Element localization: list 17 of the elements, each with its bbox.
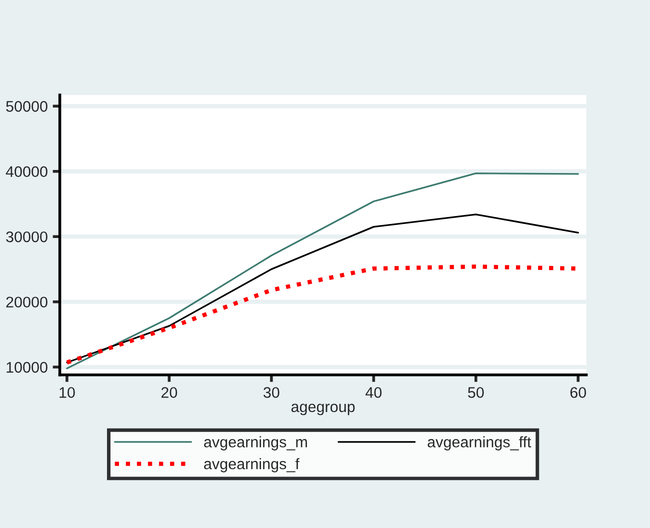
y-tick-label: 50000 [6, 100, 48, 112]
y-tick-label: 10000 [6, 362, 48, 373]
legend-label: avgearnings_m [204, 436, 307, 450]
line-series [66, 172, 579, 370]
x-axis-title: agegroup [291, 404, 355, 416]
x-tick-label: 10 [60, 387, 75, 398]
y-tick-label: 20000 [6, 296, 48, 308]
y-tick-label: 40000 [6, 166, 48, 178]
legend-label: avgearnings_f [204, 458, 300, 472]
x-tick-label: 40 [366, 387, 382, 398]
x-tick-label: 30 [264, 387, 280, 398]
line-series [66, 214, 579, 364]
legend-label: avgearnings_fft [428, 436, 532, 450]
y-tick-label: 30000 [6, 231, 48, 242]
x-tick-label: 60 [570, 387, 586, 398]
x-tick-label: 50 [468, 387, 484, 398]
x-tick-label: 20 [161, 387, 178, 398]
